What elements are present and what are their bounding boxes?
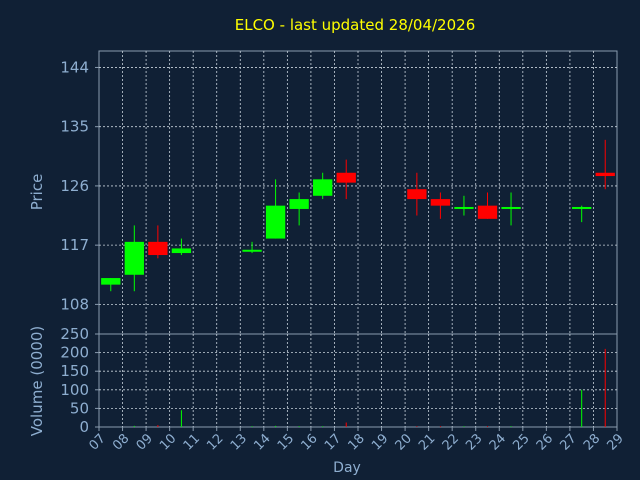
candle-body-16 [313, 179, 333, 196]
volume-tick-label: 150 [60, 362, 89, 380]
candle-body-09 [148, 241, 168, 256]
candle-body-13 [242, 249, 262, 252]
candle-body-08 [124, 241, 144, 275]
price-tick-label: 117 [60, 236, 89, 254]
candle-body-21 [430, 199, 451, 206]
candle-body-17 [336, 172, 356, 183]
candle-body-22 [454, 206, 474, 209]
volume-tick-label: 50 [70, 399, 89, 417]
candle-body-24 [501, 206, 521, 209]
candle-body-14 [265, 205, 286, 239]
candle-body-07 [101, 278, 121, 285]
volume-tick-label: 200 [60, 344, 89, 362]
candle-body-15 [289, 199, 309, 209]
chart-title: ELCO - last updated 28/04/2026 [235, 16, 475, 34]
candle-body-23 [477, 205, 498, 219]
x-axis-label: Day [333, 460, 361, 476]
price-tick-label: 144 [60, 58, 89, 76]
volume-tick-label: 250 [60, 325, 89, 343]
candle-body-10 [171, 248, 192, 254]
price-tick-label: 126 [60, 177, 89, 195]
volume-axis-label: Volume (0000) [28, 326, 46, 436]
volume-tick-label: 100 [60, 381, 89, 399]
candle-body-27 [572, 206, 592, 209]
price-panel: 108 117 126 135 144 [60, 50, 618, 335]
price-tick-label: 135 [60, 118, 89, 136]
candle-body-28 [595, 172, 615, 177]
candle-body-20 [407, 189, 427, 200]
price-tick-label: 108 [60, 295, 89, 313]
volume-tick-label: 0 [79, 418, 89, 436]
price-axis-label: Price [28, 174, 46, 211]
